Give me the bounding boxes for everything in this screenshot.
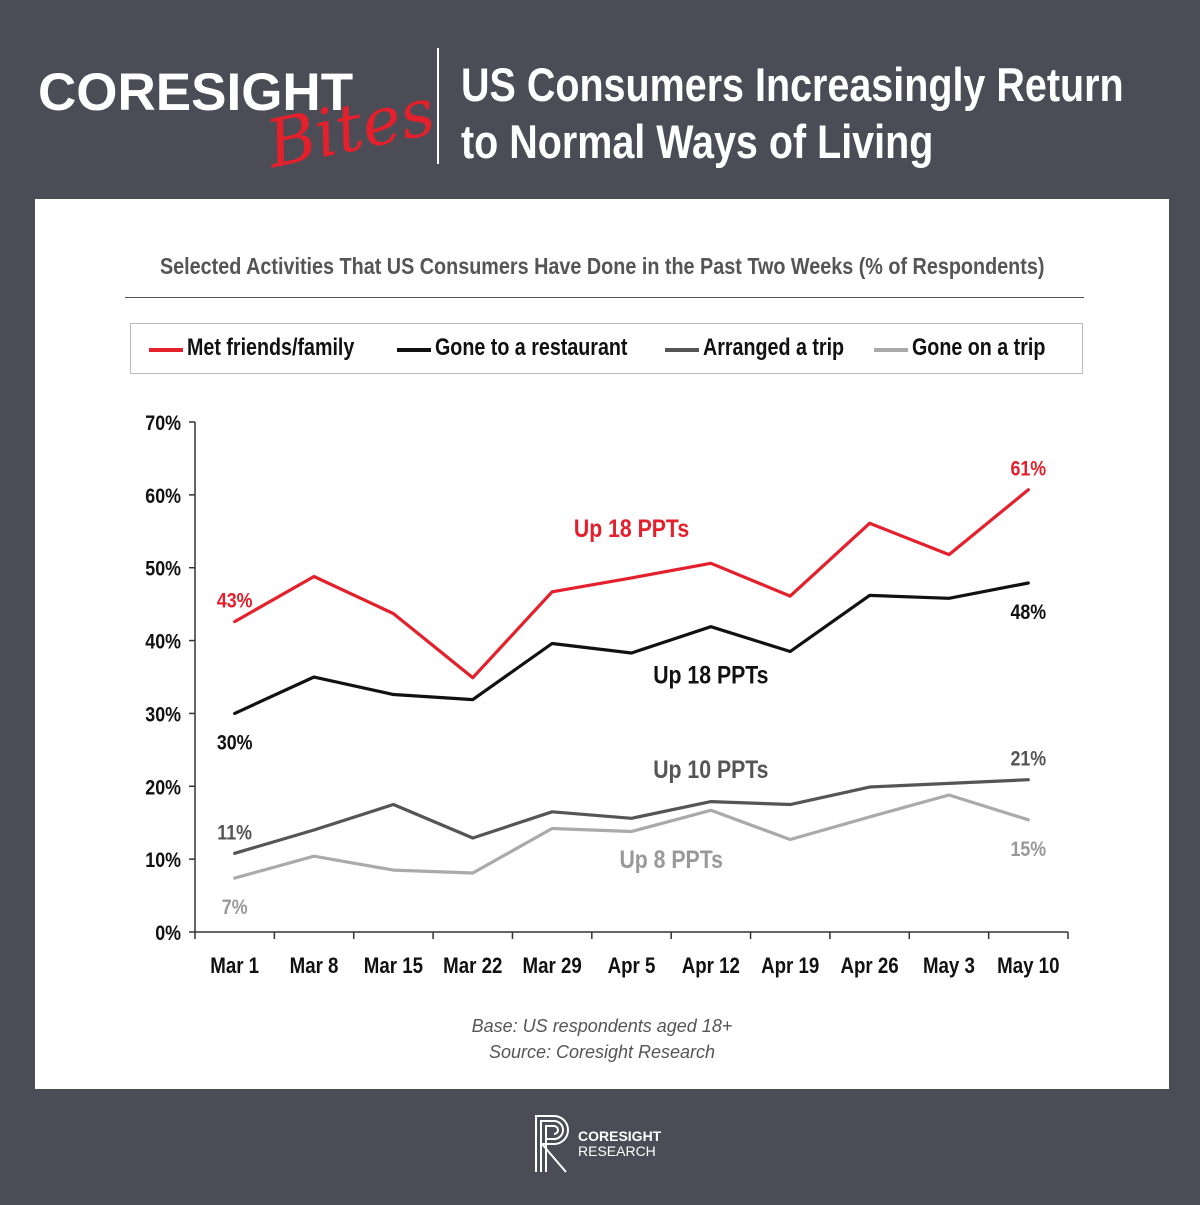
footer-logo-line-1: CORESIGHT	[578, 1128, 662, 1144]
legend-label-met-friends: Met friends/family	[187, 334, 355, 361]
data-annotation: 11%	[217, 821, 252, 845]
y-tick-label: 40%	[145, 630, 181, 654]
x-tick-label: Mar 22	[443, 955, 502, 979]
x-tick-label: May 3	[923, 955, 975, 979]
x-tick-label: Mar 15	[364, 955, 423, 979]
legend-label-gone-trip: Gone on a trip	[912, 334, 1046, 361]
y-tick-label: 0%	[155, 922, 181, 946]
chart-legend: Met friends/family Gone to a restaurant …	[130, 323, 1083, 374]
legend-swatch-met-friends	[149, 348, 183, 352]
chart-title-text: Selected Activities That US Consumers Ha…	[159, 253, 1045, 279]
brand-name: CORESIGHT	[38, 63, 354, 122]
series-line-3	[233, 793, 1030, 880]
data-annotation: Up 18 PPTs	[653, 661, 768, 689]
legend-label-arranged-trip: Arranged a trip	[703, 334, 845, 361]
coresight-r-icon	[535, 1115, 569, 1173]
x-tick-label: Apr 26	[841, 955, 899, 979]
x-tick-label: Apr 5	[608, 955, 656, 979]
legend-swatch-gone-trip	[874, 348, 908, 352]
title-rule	[125, 297, 1084, 298]
data-annotation: Up 18 PPTs	[574, 514, 689, 542]
data-annotation: Up 8 PPTs	[619, 845, 722, 873]
legend-swatch-arranged-trip	[665, 348, 699, 352]
line-chart: 0% 10% 20% 30% 40% 50% 60% 70% Mar 1 Mar 8 Mar 15 M…	[145, 412, 1069, 979]
x-tick-label: Apr 19	[761, 955, 819, 979]
data-annotation: 7%	[222, 896, 248, 920]
data-annotation: Up 10 PPTs	[653, 756, 768, 784]
footnote-base: Base: US respondents aged 18+	[471, 1016, 733, 1036]
footer-logo-line-2: RESEARCH	[578, 1143, 656, 1159]
x-tick-label: Apr 12	[682, 955, 740, 979]
headline-line-1: US Consumers Increasingly Return	[461, 58, 1124, 111]
x-tick-label: Mar 8	[290, 955, 339, 979]
header-divider	[437, 48, 439, 164]
data-annotation: 21%	[1010, 747, 1046, 771]
headline: US Consumers Increasingly Return to Norm…	[461, 56, 1124, 170]
y-tick-label: 30%	[145, 703, 181, 727]
y-tick-label: 50%	[145, 557, 181, 581]
x-tick-label: May 10	[997, 955, 1059, 979]
x-tick-label: Mar 1	[210, 955, 259, 979]
legend-swatch-restaurant	[397, 348, 431, 352]
y-tick-label: 20%	[145, 776, 181, 800]
data-annotation: 61%	[1010, 457, 1046, 481]
series-line-1	[233, 581, 1030, 716]
series-line-2	[233, 778, 1030, 855]
coresight-research-logo: CORESIGHT RESEARCH	[532, 1112, 672, 1174]
headline-line-2: to Normal Ways of Living	[461, 115, 934, 168]
y-tick-label: 70%	[145, 412, 181, 436]
data-annotation: 30%	[217, 731, 253, 755]
data-annotation: 48%	[1010, 601, 1046, 625]
x-tick-label: Mar 29	[523, 955, 582, 979]
y-tick-label: 10%	[145, 849, 181, 873]
series-line-0	[233, 488, 1030, 680]
y-tick-label: 60%	[145, 485, 181, 509]
legend-label-restaurant: Gone to a restaurant	[435, 334, 628, 361]
chart-title: Selected Activities That US Consumers Ha…	[35, 253, 1169, 280]
chart-panel: Selected Activities That US Consumers Ha…	[35, 199, 1169, 1089]
data-annotation: 15%	[1010, 837, 1046, 861]
footnote-source: Source: Coresight Research	[488, 1042, 716, 1062]
coresight-bites-logo: CORESIGHT Bites	[38, 58, 441, 188]
data-annotation: 43%	[217, 589, 253, 613]
